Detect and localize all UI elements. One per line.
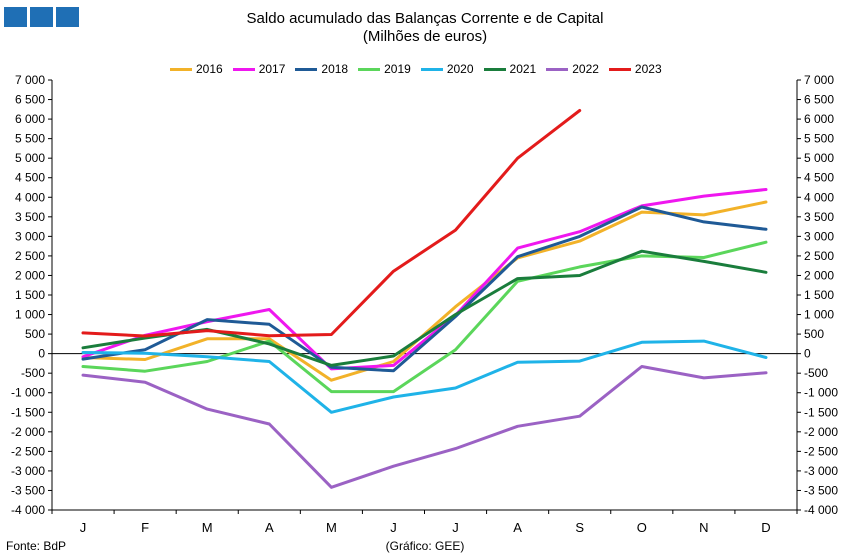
y-tick-label-left: 1 000 bbox=[15, 308, 45, 322]
chart-subtitle: (Milhões de euros) bbox=[362, 28, 488, 45]
y-tick-label-left: 3 500 bbox=[15, 210, 45, 224]
x-tick-label: A bbox=[513, 520, 522, 535]
y-tick-label-right: 2 500 bbox=[804, 249, 834, 263]
x-tick-label: M bbox=[326, 520, 337, 535]
source-note: Fonte: BdP bbox=[6, 539, 67, 553]
legend-label: 2019 bbox=[384, 62, 411, 76]
x-tick-label: S bbox=[575, 520, 584, 535]
y-tick-label-right: 5 500 bbox=[804, 132, 834, 146]
y-tick-label-left: 6 500 bbox=[15, 93, 45, 107]
y-tick-label-left: 7 000 bbox=[15, 73, 45, 87]
series-line-2022 bbox=[81, 365, 768, 489]
y-tick-label-right: 5 000 bbox=[804, 151, 834, 165]
y-tick-label-right: 4 000 bbox=[804, 190, 834, 204]
y-tick-label-left: 0 bbox=[38, 347, 45, 361]
legend-swatch bbox=[295, 67, 318, 71]
y-tick-label-left: 3 000 bbox=[15, 229, 45, 243]
y-tick-label-right: -3 000 bbox=[804, 464, 838, 478]
legend-label: 2018 bbox=[321, 62, 349, 76]
legend-swatch bbox=[483, 67, 506, 71]
logo bbox=[4, 7, 79, 27]
x-tick-label: O bbox=[637, 520, 647, 535]
x-tick-label: A bbox=[265, 520, 274, 535]
y-tick-label-right: -3 500 bbox=[804, 483, 838, 497]
x-tick-label: J bbox=[80, 520, 87, 535]
credit-note: (Gráfico: GEE) bbox=[385, 539, 465, 553]
y-tick-label-right: 500 bbox=[804, 327, 824, 341]
y-tick-label-left: 2 500 bbox=[15, 249, 45, 263]
y-tick-label-right: 3 500 bbox=[804, 210, 834, 224]
x-tick-label: M bbox=[202, 520, 213, 535]
y-tick-label-right: 2 000 bbox=[804, 268, 834, 282]
chart-legend: 2016 2017 2018 2019 2020 2021 2022 2023 bbox=[170, 62, 672, 76]
y-tick-label-left: -1 500 bbox=[11, 405, 45, 419]
y-tick-label-right: 6 500 bbox=[804, 93, 834, 107]
legend-item-2020: 2020 bbox=[420, 62, 474, 76]
chart-title: Saldo acumulado das Balanças Corrente e … bbox=[246, 10, 604, 27]
legend-item-2023: 2023 bbox=[608, 62, 662, 76]
y-tick-label-left: 1 500 bbox=[15, 288, 45, 302]
x-tick-label: D bbox=[761, 520, 770, 535]
y-tick-label-right: -2 500 bbox=[804, 444, 838, 458]
series-line-2018 bbox=[81, 205, 768, 373]
x-tick-label: F bbox=[141, 520, 149, 535]
y-tick-label-right: 3 000 bbox=[804, 229, 834, 243]
y-tick-label-left: -3 000 bbox=[11, 464, 45, 478]
legend-label: 2020 bbox=[446, 62, 474, 76]
legend-item-2021: 2021 bbox=[483, 62, 537, 76]
logo-block bbox=[30, 7, 53, 27]
y-tick-label-right: -1 000 bbox=[804, 386, 838, 400]
x-tick-label: N bbox=[699, 520, 708, 535]
x-tick-label: J bbox=[452, 520, 459, 535]
y-tick-label-right: 6 000 bbox=[804, 112, 834, 126]
y-tick-label-right: 0 bbox=[804, 347, 811, 361]
y-tick-label-left: -4 000 bbox=[11, 503, 45, 517]
y-tick-label-right: -500 bbox=[804, 366, 828, 380]
logo-block bbox=[56, 7, 79, 27]
logo-block bbox=[4, 7, 27, 27]
y-tick-label-left: 6 000 bbox=[15, 112, 45, 126]
y-tick-label-left: 2 000 bbox=[15, 268, 45, 282]
y-tick-label-left: 500 bbox=[25, 327, 45, 341]
legend-label: 2022 bbox=[572, 62, 599, 76]
y-tick-label-left: -1 000 bbox=[11, 386, 45, 400]
legend-item-2017: 2017 bbox=[232, 62, 286, 76]
legend-swatch bbox=[232, 67, 255, 71]
y-tick-label-left: 4 000 bbox=[15, 190, 45, 204]
y-tick-label-right: -2 000 bbox=[804, 425, 838, 439]
y-tick-label-right: -1 500 bbox=[804, 405, 838, 419]
legend-swatch bbox=[420, 67, 443, 71]
series-line-2021 bbox=[81, 249, 768, 367]
legend-swatch bbox=[546, 67, 569, 71]
y-tick-label-left: 5 500 bbox=[15, 132, 45, 146]
y-tick-label-right: -4 000 bbox=[804, 503, 838, 517]
y-tick-label-right: 1 000 bbox=[804, 308, 834, 322]
series-line-2020 bbox=[81, 339, 768, 414]
y-tick-label-left: -2 000 bbox=[11, 425, 45, 439]
legend-swatch bbox=[358, 67, 381, 71]
legend-swatch bbox=[608, 67, 631, 71]
y-tick-label-right: 4 500 bbox=[804, 171, 834, 185]
legend-item-2019: 2019 bbox=[358, 62, 411, 76]
legend-item-2018: 2018 bbox=[295, 62, 348, 76]
y-tick-label-left: -500 bbox=[21, 366, 45, 380]
legend-label: 2023 bbox=[634, 62, 662, 76]
legend-label: 2021 bbox=[509, 62, 537, 76]
legend-swatch bbox=[170, 67, 192, 71]
legend-item-2016: 2016 bbox=[170, 62, 223, 76]
legend-label: 2017 bbox=[258, 62, 286, 76]
y-tick-label-left: -2 500 bbox=[11, 444, 45, 458]
x-tick-label: J bbox=[390, 520, 397, 535]
y-tick-label-right: 1 500 bbox=[804, 288, 834, 302]
legend-item-2022: 2022 bbox=[546, 62, 599, 76]
y-tick-label-left: -3 500 bbox=[11, 483, 45, 497]
series-line-2019 bbox=[81, 240, 768, 394]
legend-label: 2016 bbox=[196, 62, 223, 76]
y-tick-label-left: 4 500 bbox=[15, 171, 45, 185]
y-tick-label-right: 7 000 bbox=[804, 73, 834, 87]
y-tick-label-left: 5 000 bbox=[15, 151, 45, 165]
series-line-2023 bbox=[81, 109, 582, 338]
